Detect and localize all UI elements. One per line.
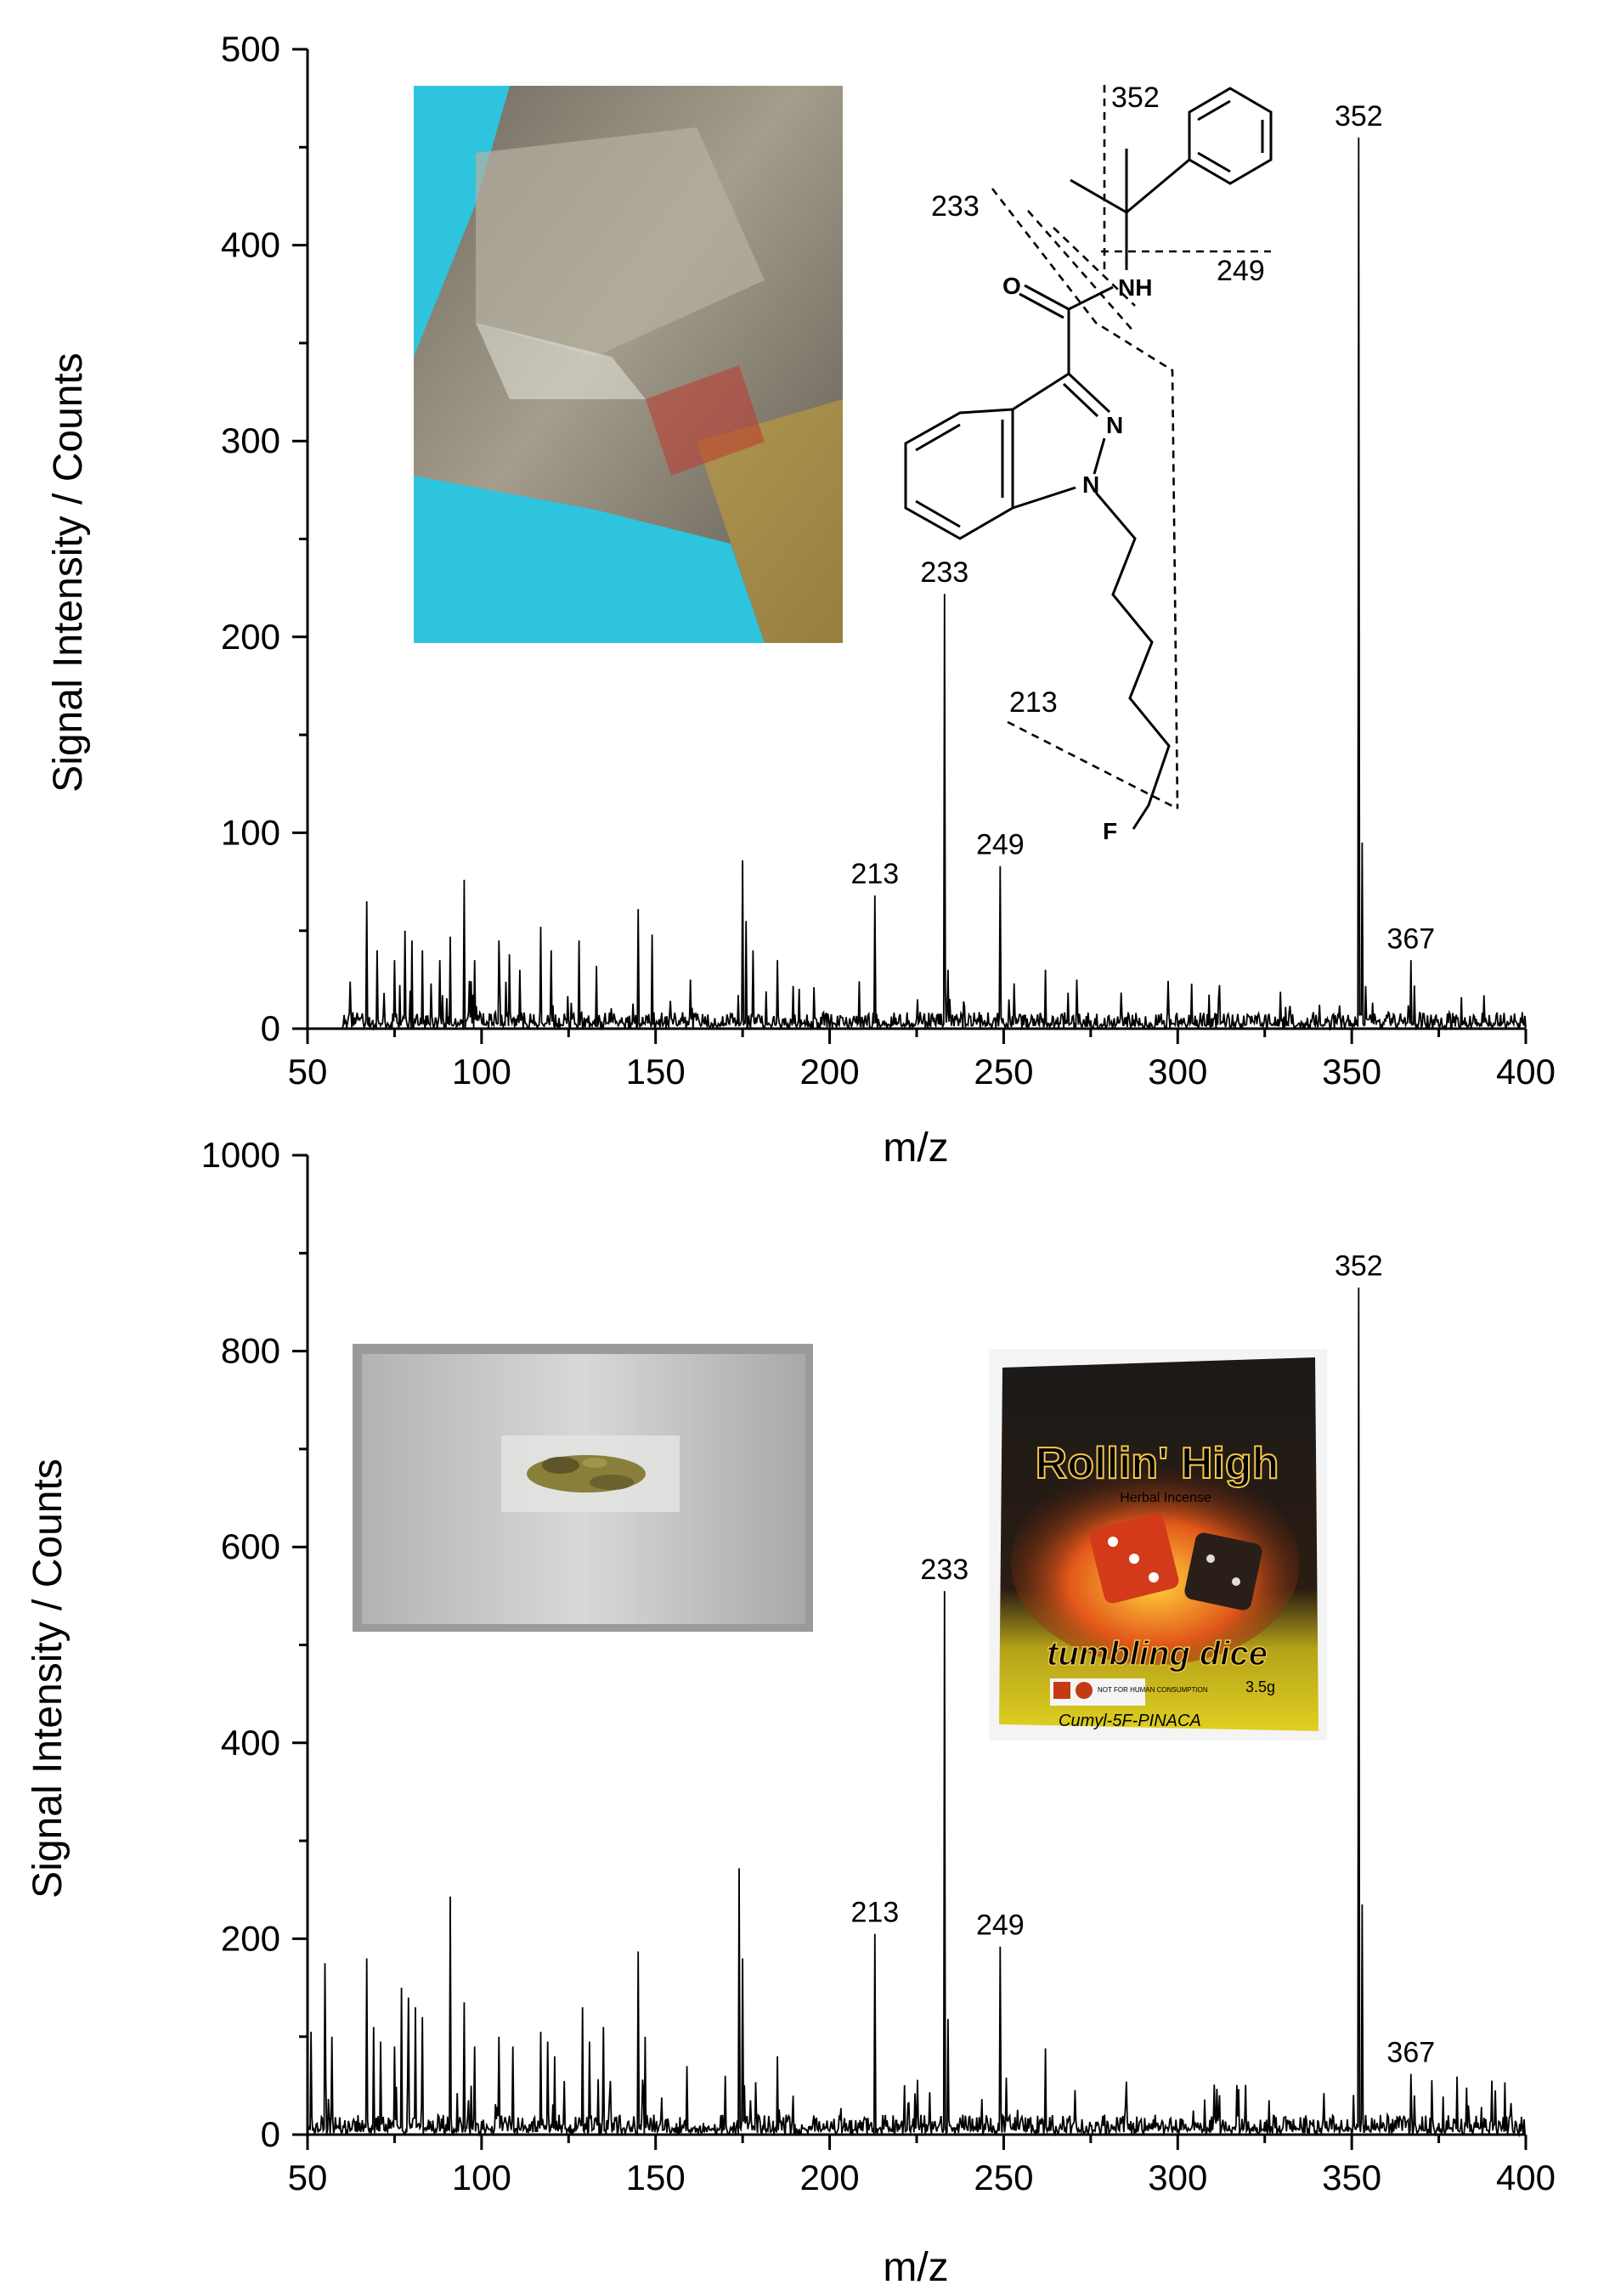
x-tick-label: 200 [800,1052,860,1092]
peak-label-367: 367 [1386,2037,1435,2069]
bag-warning-text: NOT FOR HUMAN CONSUMPTION [1098,1686,1208,1694]
top-axes: 50 100 150 200 250 300 350 400 0 100 200 300 400 500 [221,29,1556,1092]
peak-label-352: 352 [1335,1250,1383,1283]
y-tick-label: 1000 [201,1135,280,1175]
x-tick-label: 150 [626,2158,686,2197]
x-tick-label: 100 [452,1052,511,1092]
x-tick-label: 100 [452,2158,511,2197]
bottom-axes: 50 100 150 200 250 300 350 400 0 200 400 600 800 1000 [201,1135,1556,2197]
fragment-label-352: 352 [1111,82,1160,114]
bag-weight-text: 3.5g [1245,1678,1275,1695]
y-tick-label: 400 [221,1723,280,1763]
y-tick-label: 200 [221,1918,280,1958]
peak-label-249: 249 [976,829,1025,861]
peak-label-352: 352 [1335,100,1383,133]
product-bag-photo-inset: Rollin' High Herbal Incense tumbling dic… [989,1349,1327,1740]
peak-label-213: 213 [850,858,899,890]
peak-label-233: 233 [920,1554,968,1586]
sachet-photo-inset [414,86,843,643]
x-tick-label: 300 [1148,1052,1207,1092]
x-tick-label: 50 [288,2158,328,2197]
atom-N2: N [1106,412,1123,438]
x-tick-label: 400 [1496,2158,1556,2197]
y-tick-label: 600 [221,1526,280,1566]
fragment-label-249: 249 [1217,255,1265,287]
bottom-peak-labels: 213 233 249 352 367 [850,1250,1435,2069]
peak-label-233: 233 [920,556,968,589]
top-spectrum-panel: O NH N N F 352 233 249 213 50 100 150 200 25… [46,29,1556,1171]
molecule-atom-labels: O NH N N F 352 233 249 213 [931,82,1265,844]
fragmentation-lines [991,85,1271,810]
top-x-axis-title: m/z [883,1125,948,1171]
bottom-spectrum-panel: Rollin' High Herbal Incense tumbling dic… [25,1135,1556,2290]
y-tick-label: 400 [221,225,280,265]
top-y-axis-title: Signal Intensity / Counts [46,353,91,793]
atom-N1: N [1082,471,1099,498]
atom-O: O [1002,273,1021,299]
x-tick-label: 250 [974,2158,1033,2197]
x-tick-label: 250 [974,1052,1033,1092]
bottom-spectrum-trace [307,1287,1526,2138]
sample-plate-photo-inset [353,1344,813,1632]
y-tick-label: 800 [221,1331,280,1371]
bag-brand-text: Rollin' High [1036,1439,1279,1488]
herb-sample [527,1455,646,1492]
y-tick-label: 100 [221,812,280,852]
x-tick-label: 50 [288,1052,328,1092]
y-tick-label: 300 [221,420,280,460]
bag-handwritten-note: Cumyl-5F-PINACA [1059,1712,1201,1730]
bag-product-text: tumbling dice [1047,1635,1268,1673]
x-tick-label: 350 [1322,2158,1381,2197]
y-tick-label: 0 [261,1008,280,1048]
x-tick-label: 150 [626,1052,686,1092]
bag-subtitle-text: Herbal Incense [1120,1491,1211,1505]
dice-image [1089,1514,1262,1611]
fragment-label-233: 233 [931,190,980,223]
bottom-y-axis-title: Signal Intensity / Counts [25,1458,71,1898]
peak-label-367: 367 [1386,922,1435,955]
peak-label-249: 249 [976,1910,1025,1942]
top-spectrum-trace [342,137,1527,1032]
peak-label-213: 213 [850,1897,899,1929]
bag-warning-label: NOT FOR HUMAN CONSUMPTION [1050,1678,1208,1706]
atom-F: F [1103,818,1117,844]
atom-NH: NH [1118,274,1152,301]
x-tick-label: 350 [1322,1052,1381,1092]
bottom-x-axis-title: m/z [883,2245,948,2290]
y-tick-label: 0 [261,2114,280,2154]
x-tick-label: 200 [800,2158,860,2197]
y-tick-label: 200 [221,617,280,657]
molecule-structure [904,87,1273,830]
x-tick-label: 400 [1496,1052,1556,1092]
top-peak-labels: 213 233 249 352 367 [850,100,1435,956]
y-tick-label: 500 [221,29,280,69]
x-tick-label: 300 [1148,2158,1207,2197]
fragment-label-213: 213 [1009,686,1058,719]
